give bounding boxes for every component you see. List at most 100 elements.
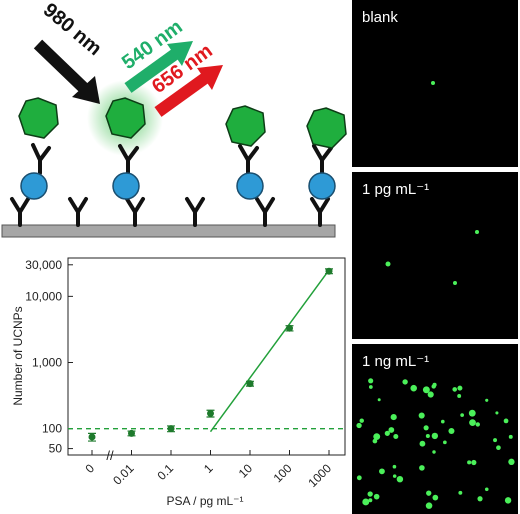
spot (460, 413, 464, 417)
spot (468, 409, 476, 417)
spot (392, 464, 397, 469)
spot (385, 261, 391, 267)
spot (388, 427, 395, 433)
y-tick-label: 100 (42, 422, 62, 436)
y-tick-label: 10,000 (25, 289, 62, 303)
spot (493, 438, 498, 443)
data-point (128, 429, 135, 437)
spot (368, 378, 374, 384)
y-tick-label: 50 (49, 442, 63, 456)
panel-label: 1 pg mL⁻¹ (362, 181, 429, 198)
spot (393, 433, 399, 440)
spot (379, 468, 385, 475)
schematic: 980 nm 540 nm 656 nm (1, 0, 347, 238)
y-tick-label: 1,000 (32, 356, 62, 370)
spot (503, 418, 509, 424)
spot (467, 460, 472, 465)
data-point (167, 425, 175, 433)
spot (367, 491, 373, 497)
spot (419, 440, 426, 447)
spot (362, 498, 370, 506)
data-point (286, 324, 293, 332)
spot (431, 81, 435, 85)
arrow-excitation (33, 39, 95, 99)
arrow-head (167, 41, 193, 66)
y-tick-label: 30,000 (25, 258, 62, 272)
spot (368, 385, 373, 389)
spot (384, 430, 390, 436)
x-axis-label: PSA / pg mL⁻¹ (166, 494, 243, 508)
spot (423, 425, 429, 431)
spot (452, 387, 458, 392)
spot (485, 398, 489, 402)
spot (373, 433, 381, 441)
x-tick-label: 0.1 (154, 461, 176, 483)
spot (453, 281, 457, 285)
spot (418, 412, 425, 419)
data-point (207, 409, 214, 417)
panel-label: blank (362, 9, 398, 26)
x-tick-label: 1 (201, 461, 216, 476)
spot (477, 496, 483, 502)
spot (396, 475, 404, 483)
arrow-head (197, 65, 223, 90)
spot (392, 474, 397, 478)
spot (432, 450, 436, 454)
spot (448, 428, 455, 435)
axis-break: // (106, 448, 114, 463)
spot (425, 433, 430, 439)
x-tick-label: 0 (82, 461, 97, 476)
fluorescent-spots (356, 81, 515, 509)
spot (475, 230, 479, 234)
spot (373, 493, 380, 500)
y-axis-label: Number of UCNPs (11, 306, 25, 405)
spot (469, 419, 476, 426)
spot (495, 411, 499, 415)
x-tick-label: 10 (236, 461, 256, 481)
arrow-red (154, 71, 212, 117)
spot (458, 490, 463, 495)
spot (402, 379, 408, 385)
panel-label: 1 ng mL⁻¹ (362, 353, 429, 370)
spot (425, 502, 433, 509)
plot-frame (67, 257, 346, 456)
spot (457, 385, 463, 391)
spot (440, 419, 445, 424)
substrate (1, 224, 336, 238)
x-tick-label: 1000 (305, 461, 334, 490)
spot (431, 384, 436, 389)
spot (372, 438, 378, 444)
particles (20, 172, 336, 200)
spot (471, 459, 477, 466)
data-point (325, 267, 333, 275)
spot (443, 440, 447, 445)
spot (426, 490, 432, 496)
data-point (88, 433, 96, 441)
panel-image (352, 172, 518, 339)
spot (356, 422, 362, 429)
spot (368, 498, 373, 503)
spot (419, 465, 425, 471)
antigens (18, 97, 347, 149)
spot (508, 434, 513, 439)
spot (432, 494, 439, 501)
arrow-head (72, 76, 100, 104)
antibodies (10, 143, 333, 227)
spot (504, 497, 512, 504)
spot (475, 422, 480, 427)
spot (484, 487, 489, 492)
panel-image (352, 344, 518, 514)
spot (427, 391, 434, 398)
spot (356, 475, 362, 481)
arrow-green (124, 47, 182, 93)
spot (377, 398, 381, 402)
spot (508, 458, 515, 466)
spot (431, 432, 439, 440)
spot (496, 445, 501, 451)
spot (457, 394, 462, 398)
fit-line (209, 269, 330, 433)
data-point (246, 380, 254, 388)
spot (422, 386, 430, 394)
